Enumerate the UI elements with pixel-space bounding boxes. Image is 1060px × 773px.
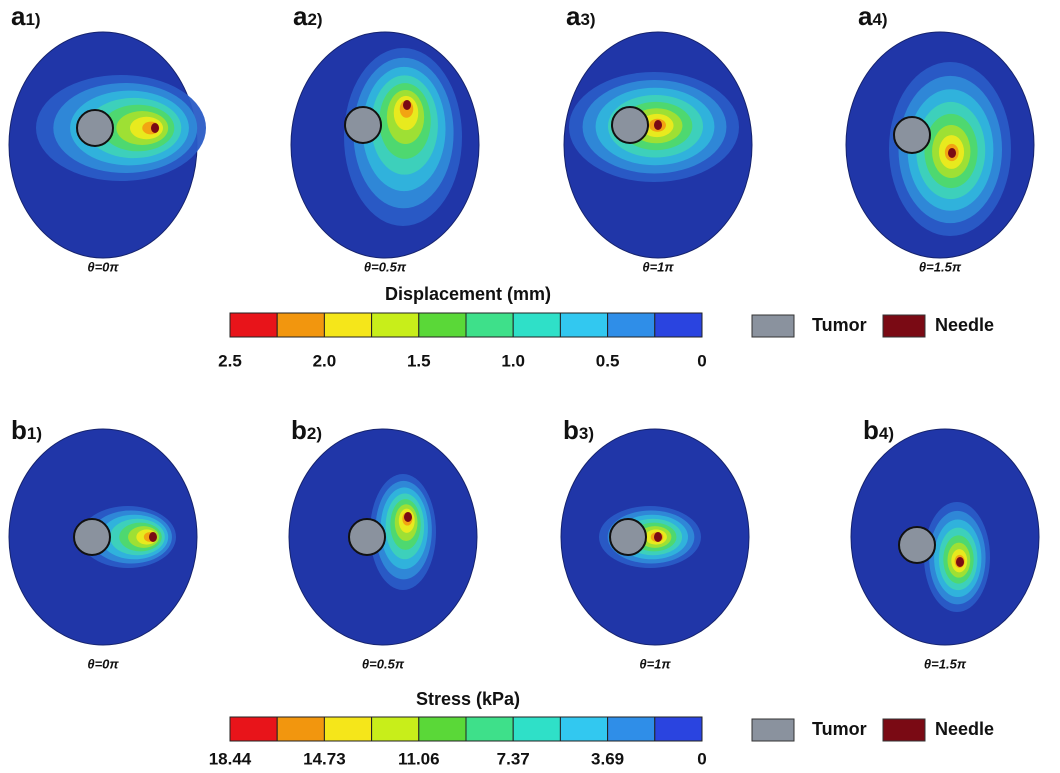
panel-label: a2) <box>293 1 323 31</box>
caption: θ=0π <box>87 259 119 274</box>
panel-index: 2) <box>307 424 322 443</box>
colorbar-segment <box>372 717 419 741</box>
needle <box>654 532 662 542</box>
colorbar-segment <box>324 313 371 337</box>
colorbar-segment <box>466 717 513 741</box>
colorbar-label: 2.0 <box>313 351 337 370</box>
panel-letter: b <box>863 415 879 445</box>
colorbar-label: 3.69 <box>591 749 624 768</box>
legend-swatch <box>883 719 925 741</box>
tumor <box>610 519 646 555</box>
panel-index: 1) <box>27 424 42 443</box>
legend-label: Needle <box>935 315 994 335</box>
fem-panel <box>561 429 749 645</box>
panel-label: b4) <box>863 415 894 445</box>
tumor <box>899 527 935 563</box>
colorbar-segment <box>513 717 560 741</box>
colorbar-segment <box>230 717 277 741</box>
needle <box>149 532 157 542</box>
legend-label: Tumor <box>812 315 867 335</box>
panel-index: 3) <box>580 10 595 29</box>
colorbar-title: Displacement (mm) <box>385 284 551 304</box>
panel-label: b1) <box>11 415 42 445</box>
colorbar-segment <box>560 717 607 741</box>
panel-label: b3) <box>563 415 594 445</box>
panel-letter: a <box>566 1 581 31</box>
colorbar-segment <box>277 313 324 337</box>
panel-letter: b <box>11 415 27 445</box>
colorbar-segment <box>655 717 702 741</box>
colorbar-segment <box>608 313 655 337</box>
colorbar-label: 1.5 <box>407 351 431 370</box>
panel-index: 1) <box>25 10 40 29</box>
colorbar-segment <box>277 717 324 741</box>
caption: θ=1.5π <box>924 656 967 671</box>
panel-letter: a <box>858 1 873 31</box>
needle <box>404 512 412 522</box>
panel-letter: a <box>11 1 26 31</box>
legend-swatch <box>883 315 925 337</box>
panel-label: b2) <box>291 415 322 445</box>
panel-label: a1) <box>11 1 41 31</box>
fem-panel <box>291 32 479 258</box>
needle <box>151 123 159 133</box>
panel-letter: a <box>293 1 308 31</box>
fem-panel <box>9 32 206 258</box>
panel-label: a3) <box>566 1 596 31</box>
legend-swatch <box>752 315 794 337</box>
panel-index: 4) <box>879 424 894 443</box>
colorbar-segment <box>324 717 371 741</box>
colorbar-label: 1.0 <box>501 351 525 370</box>
caption: θ=0π <box>87 656 119 671</box>
panel-label: a4) <box>858 1 888 31</box>
legend-label: Needle <box>935 719 994 739</box>
colorbar-segment <box>608 717 655 741</box>
colorbar-label: 0 <box>697 749 706 768</box>
panel-letter: b <box>563 415 579 445</box>
caption: θ=1π <box>642 259 674 274</box>
caption: θ=1π <box>639 656 671 671</box>
needle <box>948 148 956 158</box>
colorbar-label: 0.5 <box>596 351 620 370</box>
colorbar-segment <box>655 313 702 337</box>
caption: θ=0.5π <box>364 259 407 274</box>
panel-letter: b <box>291 415 307 445</box>
colorbar-label: 0 <box>697 351 706 370</box>
panel-index: 2) <box>307 10 322 29</box>
colorbar-segment <box>466 313 513 337</box>
colorbar-label: 18.44 <box>209 749 252 768</box>
colorbar-segment <box>230 313 277 337</box>
panel-index: 4) <box>872 10 887 29</box>
panel-index: 3) <box>579 424 594 443</box>
tumor <box>74 519 110 555</box>
fem-panel <box>9 429 197 645</box>
colorbar-label: 11.06 <box>398 749 440 768</box>
colorbar-segment <box>372 313 419 337</box>
needle <box>956 557 964 567</box>
legend-label: Tumor <box>812 719 867 739</box>
legend-swatch <box>752 719 794 741</box>
fem-panel <box>846 32 1034 258</box>
caption: θ=1.5π <box>919 259 962 274</box>
fem-panel <box>564 32 752 258</box>
tumor <box>345 107 381 143</box>
colorbar-label: 7.37 <box>497 749 530 768</box>
needle <box>403 100 411 110</box>
fem-panel <box>851 429 1039 645</box>
colorbar-title: Stress (kPa) <box>416 689 520 709</box>
tumor <box>612 107 648 143</box>
tumor <box>349 519 385 555</box>
colorbar-segment <box>419 717 466 741</box>
colorbar-segment <box>560 313 607 337</box>
colorbar-segment <box>513 313 560 337</box>
fem-panel <box>289 429 477 645</box>
colorbar-label: 14.73 <box>303 749 346 768</box>
figure: a1)θ=0πa2)θ=0.5πa3)θ=1πa4)θ=1.5πDisplace… <box>0 0 1060 773</box>
colorbar-label: 2.5 <box>218 351 242 370</box>
caption: θ=0.5π <box>362 656 405 671</box>
tumor <box>77 110 113 146</box>
colorbar-segment <box>419 313 466 337</box>
needle <box>654 120 662 130</box>
tumor <box>894 117 930 153</box>
